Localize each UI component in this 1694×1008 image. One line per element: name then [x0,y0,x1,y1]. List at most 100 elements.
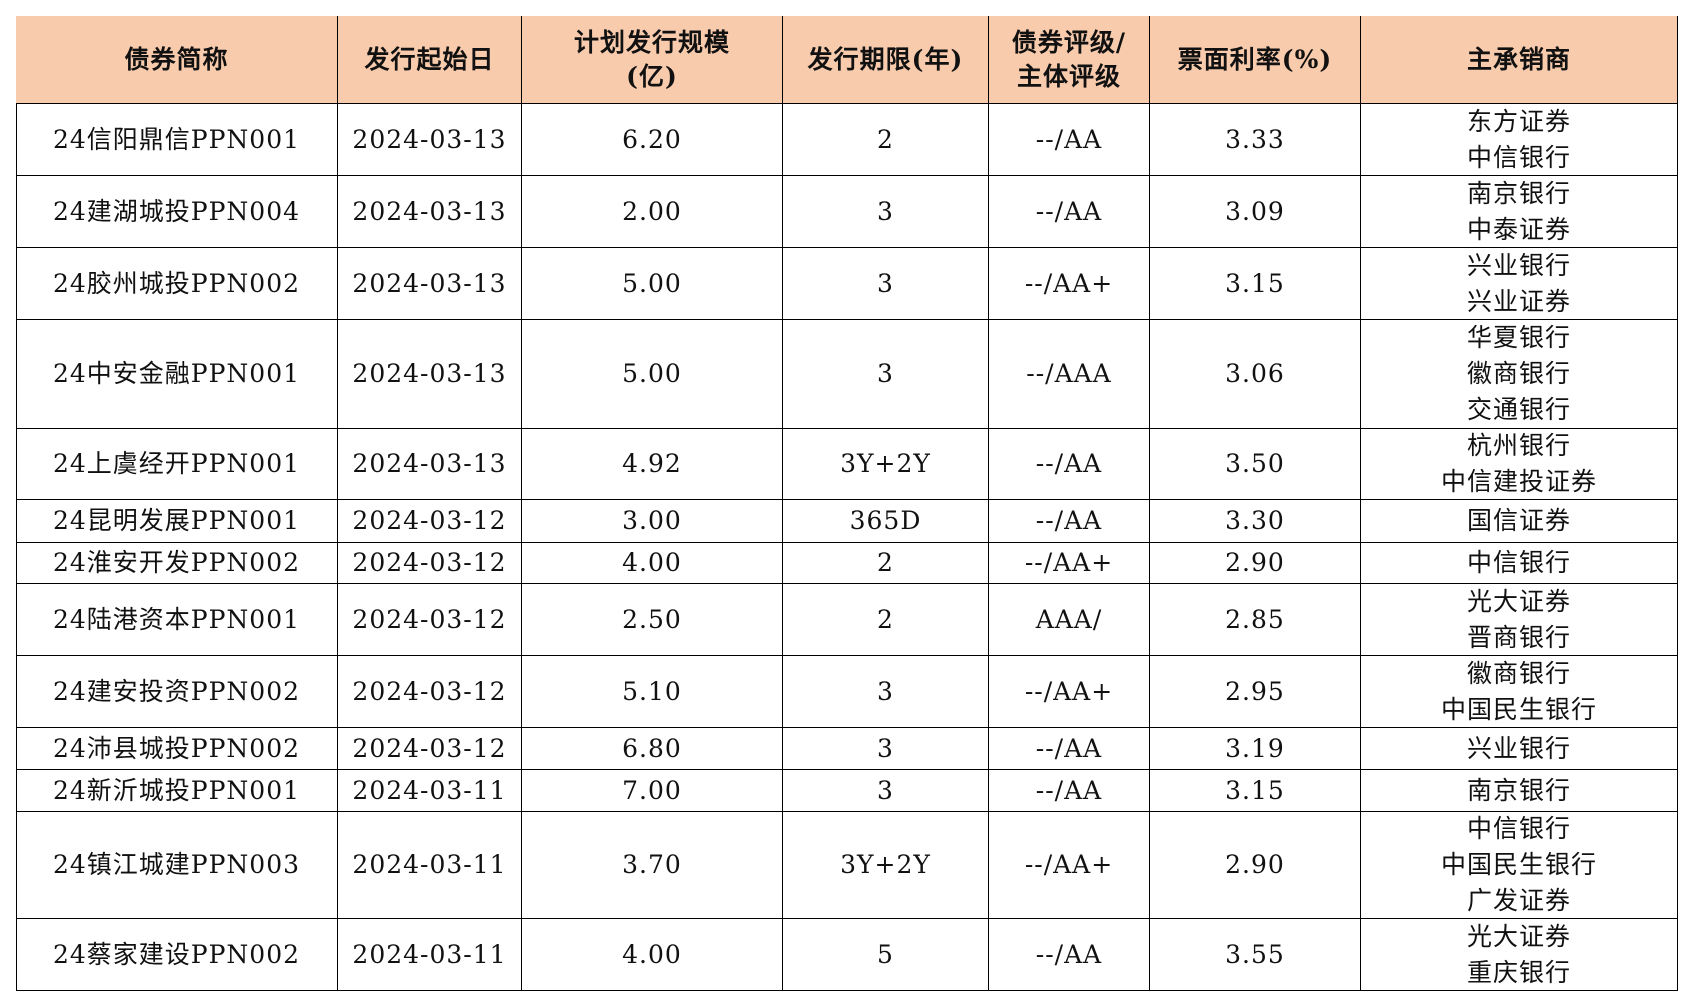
cell-text: 2024-03-12 [352,733,507,763]
table-cell: --/AA [989,728,1150,770]
cell-text: 3Y+2Y [840,850,931,879]
table-cell: 4.00 [522,919,783,991]
cell-text: 中信银行 [1466,814,1571,843]
table-cell: 2024-03-12 [338,656,522,728]
cell-text: 2.50 [622,604,682,634]
cell-text: 光大证券 [1466,586,1571,616]
header-cell: 债券简称 [16,16,338,104]
table-cell: 2024-03-13 [338,429,522,500]
table-cell: 兴业银行 兴业证券 [1361,248,1678,320]
cell-text: 4.00 [622,939,682,969]
cell-text: 24淮安开发PPN002 [52,548,301,577]
cell-text: --/AA [1035,124,1103,154]
cell-text: 兴业银行 [1466,733,1571,763]
cell-text: 光大证券 [1466,921,1571,951]
cell-text: 计划发行规模 [573,27,730,57]
cell-text: 债券评级/ [1011,27,1127,57]
table-cell: 2.90 [1150,543,1361,584]
cell-text: --/AA+ [1024,268,1114,298]
table-cell: 24新沂城投PPN001 [16,770,338,812]
cell-text: --/AA+ [1024,850,1114,879]
cell-text: 24建湖城投PPN004 [52,196,301,226]
cell-text: 兴业证券 [1466,286,1571,316]
table-cell: 3Y+2Y [783,812,989,919]
cell-text: 2024-03-12 [352,676,507,706]
cell-text: 债券简称 [124,44,229,74]
table-cell: 3 [783,728,989,770]
table-cell: 5.00 [522,320,783,429]
cell-text: 票面利率(%) [1177,44,1333,74]
table-cell: 7.00 [522,770,783,812]
cell-text: 24上虞经开PPN001 [52,449,301,478]
table-cell: --/AA+ [989,812,1150,919]
table-cell: 24建安投资PPN002 [16,656,338,728]
header-cell: 票面利率(%) [1150,16,1361,104]
cell-text: --/AA+ [1024,676,1114,706]
table-cell: 5.00 [522,248,783,320]
cell-text: --/AA [1035,775,1103,805]
cell-text: 3.15 [1225,775,1285,805]
table-cell: --/AAA [989,320,1150,429]
table-cell: 2.00 [522,176,783,248]
cell-text: 24新沂城投PPN001 [52,775,301,805]
table-cell: 2024-03-13 [338,248,522,320]
table-cell: --/AA+ [989,656,1150,728]
cell-text: 3.06 [1225,359,1285,388]
table-cell: 3.30 [1150,500,1361,543]
cell-text: 重庆银行 [1466,957,1571,987]
cell-text: 2.95 [1225,676,1285,706]
table-cell: 3.70 [522,812,783,919]
cell-text: 3 [877,359,894,388]
cell-text: 中信银行 [1466,142,1571,172]
cell-text: 6.20 [622,124,682,154]
cell-text: 中信建投证券 [1440,467,1597,496]
cell-text: 发行起始日 [364,44,495,74]
table-cell: 3.55 [1150,919,1361,991]
cell-text: 5.00 [622,268,682,298]
cell-text: 中信银行 [1466,548,1571,577]
cell-text: 4.92 [622,449,682,478]
table-cell: 2024-03-12 [338,543,522,584]
cell-text: 3.55 [1225,939,1285,969]
table-cell: 24淮安开发PPN002 [16,543,338,584]
table-cell: 3.50 [1150,429,1361,500]
table-cell: 4.00 [522,543,783,584]
cell-text: 2 [877,604,894,634]
cell-text: 24沛县城投PPN002 [52,733,301,763]
table-cell: 24上虞经开PPN001 [16,429,338,500]
cell-text: 24蔡家建设PPN002 [52,939,301,969]
cell-text: --/AA [1035,939,1103,969]
table-cell: 5 [783,919,989,991]
table-cell: --/AA [989,176,1150,248]
table-cell: 2024-03-13 [338,104,522,176]
cell-text: --/AA [1035,196,1103,226]
cell-text: 2024-03-13 [352,359,507,388]
cell-text: 2024-03-13 [352,196,507,226]
table-cell: 6.80 [522,728,783,770]
table-cell: --/AA+ [989,248,1150,320]
cell-text: 3Y+2Y [840,449,931,478]
cell-text: 5.10 [622,676,682,706]
table-cell: 2024-03-11 [338,919,522,991]
cell-text: 5.00 [622,359,682,388]
table-cell: 3 [783,656,989,728]
table-cell: 南京银行 [1361,770,1678,812]
cell-text: 国信证券 [1466,506,1571,535]
cell-text: 中国民生银行 [1440,850,1597,879]
header-cell: 主承销商 [1361,16,1678,104]
cell-text: 3.00 [622,506,682,535]
table-cell: 3 [783,770,989,812]
cell-text: 24昆明发展PPN001 [52,506,301,535]
table-cell: --/AA [989,429,1150,500]
cell-text: 365D [849,506,922,535]
cell-text: 晋商银行 [1466,622,1571,652]
cell-text: 广发证券 [1466,886,1571,915]
table-cell: 24信阳鼎信PPN001 [16,104,338,176]
table-cell: 5.10 [522,656,783,728]
cell-text: 2024-03-13 [352,268,507,298]
table-cell: 4.92 [522,429,783,500]
table-cell: 3Y+2Y [783,429,989,500]
cell-text: 3.33 [1225,124,1285,154]
cell-text: 徽商银行 [1466,359,1571,388]
